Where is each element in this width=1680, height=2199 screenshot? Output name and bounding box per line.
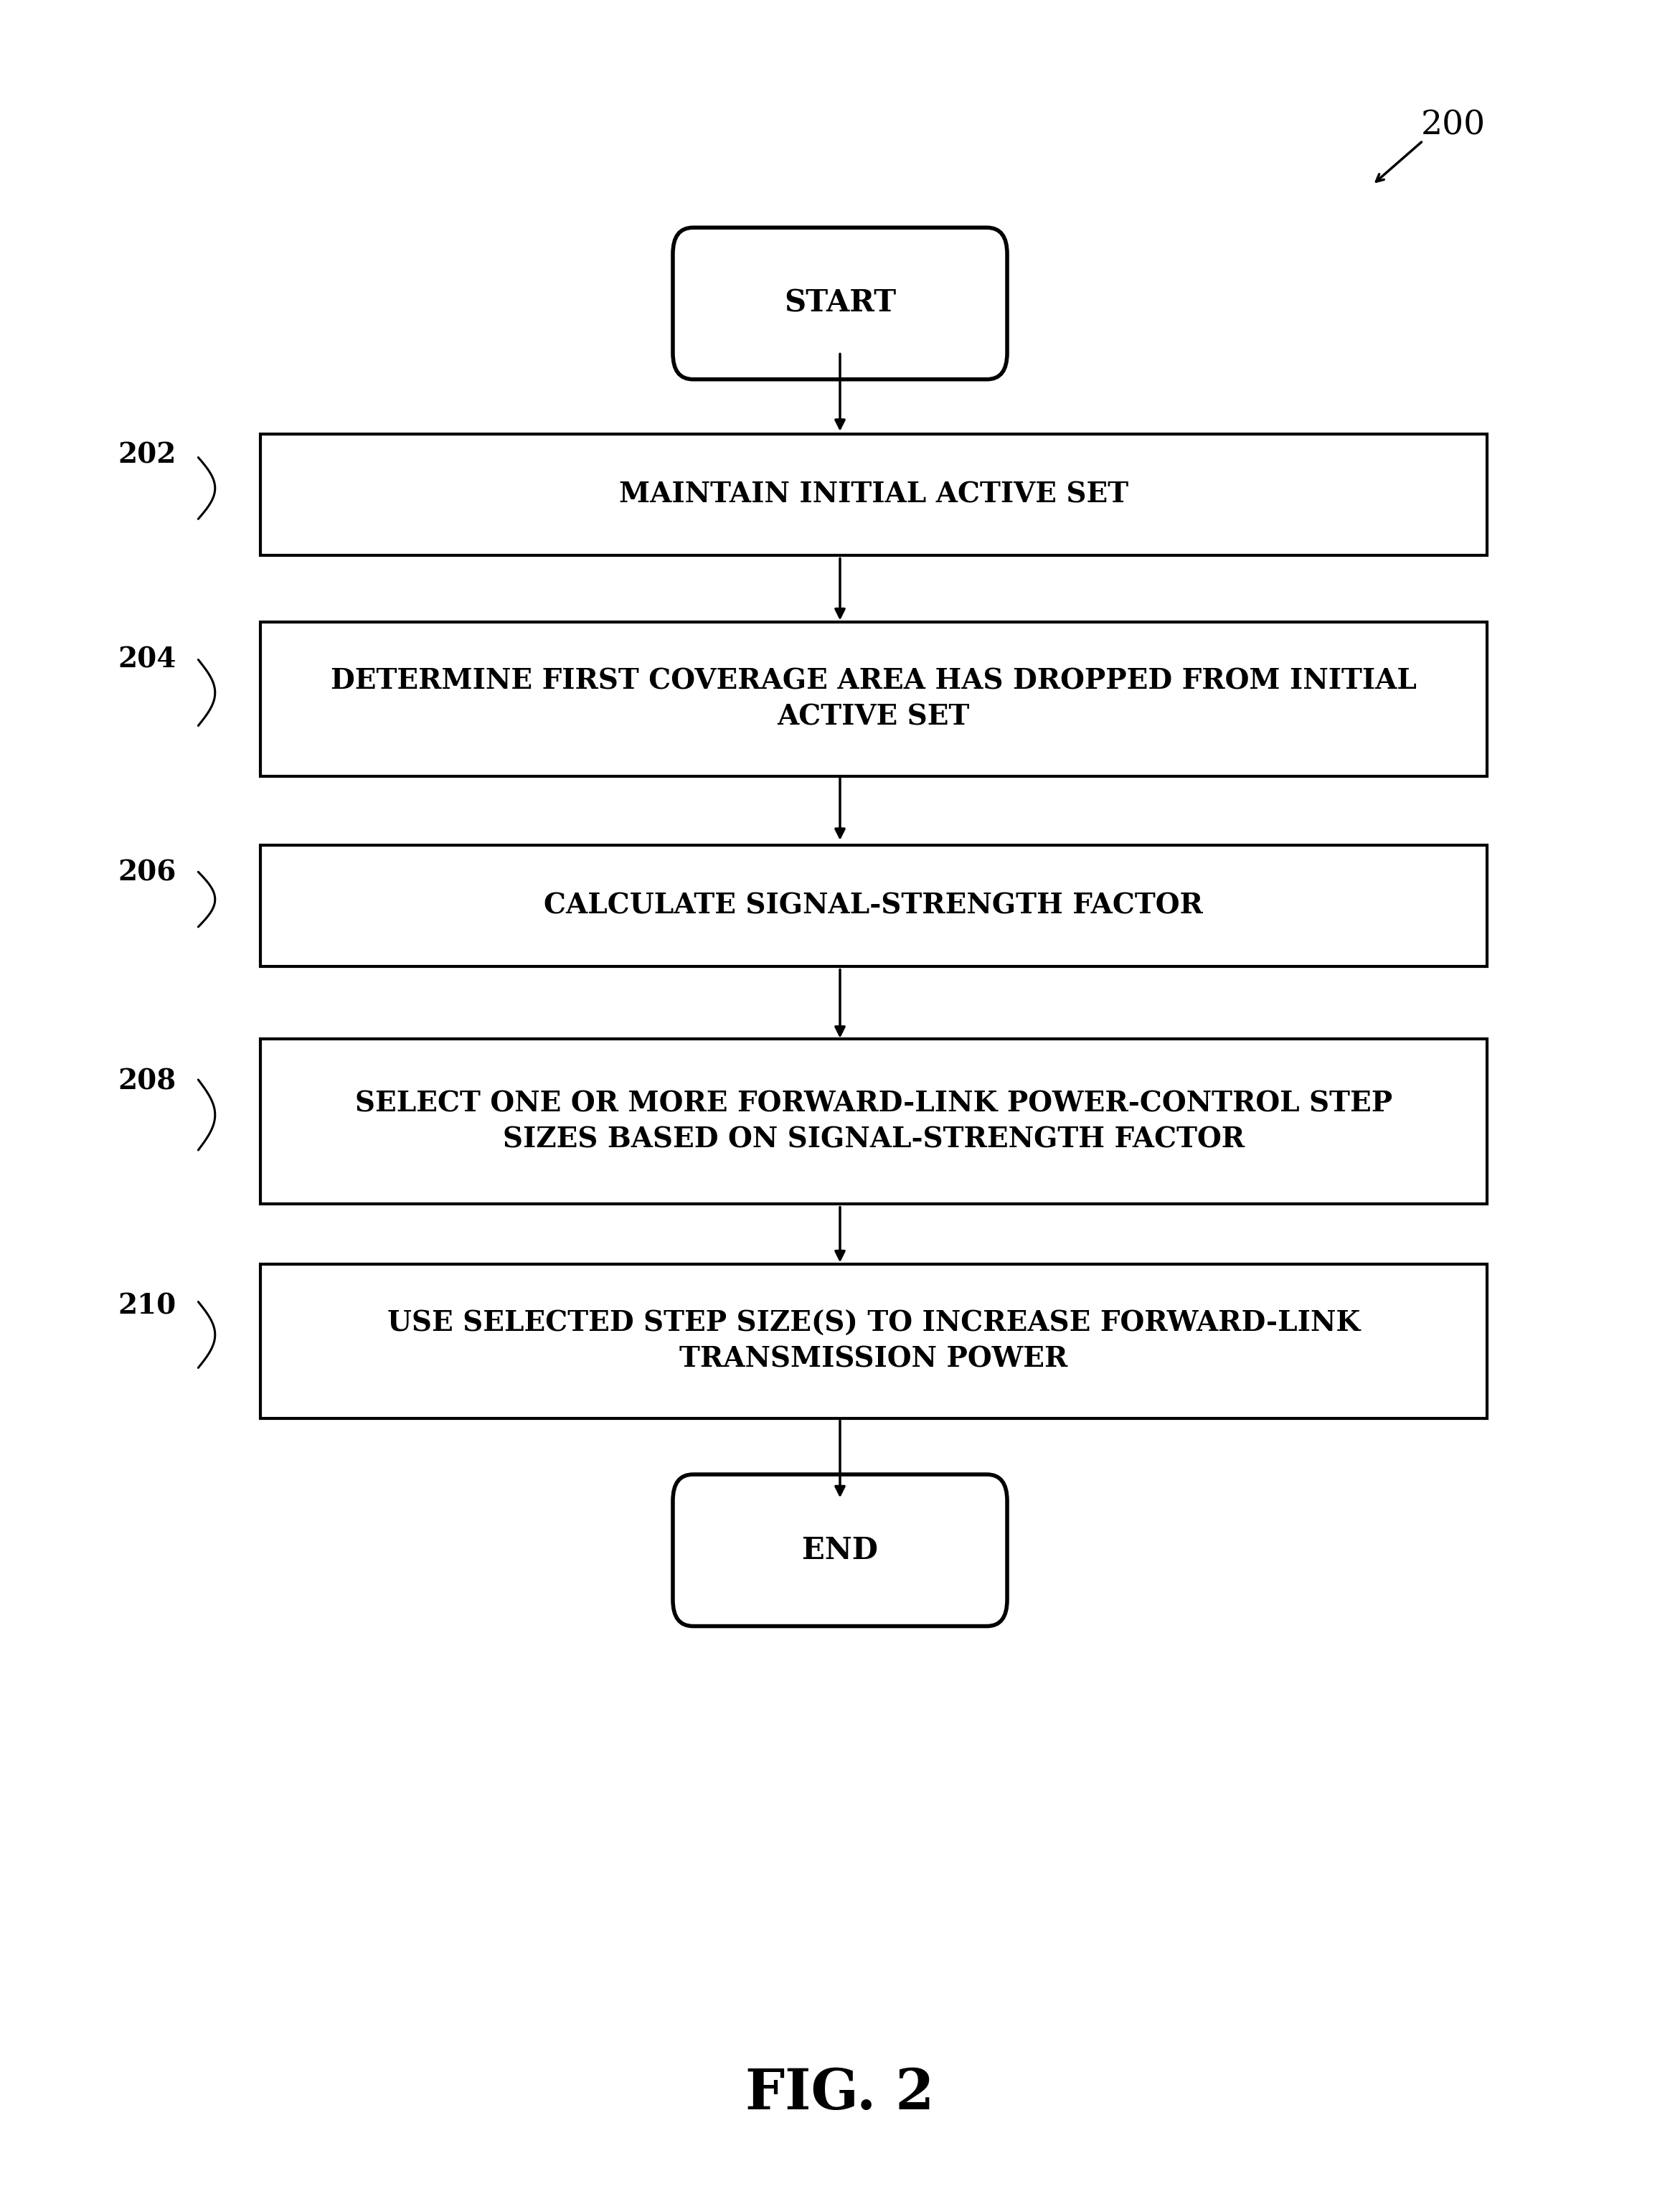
FancyBboxPatch shape <box>260 1264 1487 1418</box>
Text: USE SELECTED STEP SIZE(S) TO INCREASE FORWARD-LINK
TRANSMISSION POWER: USE SELECTED STEP SIZE(S) TO INCREASE FO… <box>386 1311 1361 1372</box>
FancyBboxPatch shape <box>260 844 1487 968</box>
Text: END: END <box>801 1535 879 1566</box>
Text: MAINTAIN INITIAL ACTIVE SET: MAINTAIN INITIAL ACTIVE SET <box>618 482 1129 508</box>
FancyBboxPatch shape <box>260 622 1487 776</box>
FancyBboxPatch shape <box>260 1040 1487 1203</box>
Text: 204: 204 <box>118 647 176 673</box>
Text: DETERMINE FIRST COVERAGE AREA HAS DROPPED FROM INITIAL
ACTIVE SET: DETERMINE FIRST COVERAGE AREA HAS DROPPE… <box>331 668 1416 730</box>
Text: 202: 202 <box>118 442 176 468</box>
FancyBboxPatch shape <box>672 226 1006 378</box>
Text: FIG. 2: FIG. 2 <box>746 2067 934 2120</box>
FancyBboxPatch shape <box>672 1476 1006 1627</box>
Text: CALCULATE SIGNAL-STRENGTH FACTOR: CALCULATE SIGNAL-STRENGTH FACTOR <box>544 893 1203 919</box>
Text: 210: 210 <box>118 1293 176 1319</box>
Text: 206: 206 <box>118 860 176 886</box>
Text: SELECT ONE OR MORE FORWARD-LINK POWER-CONTROL STEP
SIZES BASED ON SIGNAL-STRENGT: SELECT ONE OR MORE FORWARD-LINK POWER-CO… <box>354 1091 1393 1152</box>
Text: 200: 200 <box>1421 110 1485 141</box>
Text: 208: 208 <box>118 1069 176 1095</box>
Text: START: START <box>785 288 895 319</box>
FancyBboxPatch shape <box>260 433 1487 554</box>
